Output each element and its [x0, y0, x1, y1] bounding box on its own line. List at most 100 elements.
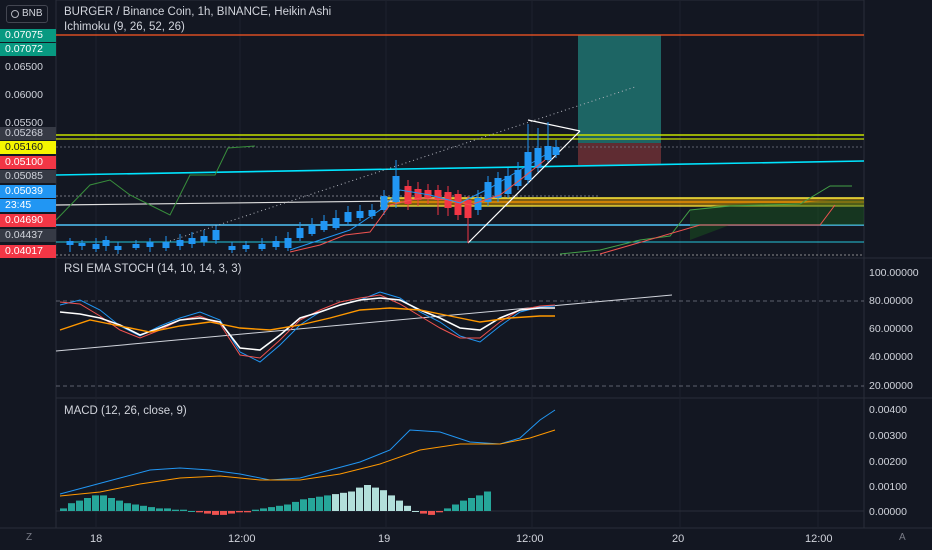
candle-body: [524, 152, 532, 180]
macd-histogram-bar: [396, 500, 403, 511]
candle-body: [296, 228, 304, 238]
macd-histogram-bar: [404, 505, 411, 511]
candle-body: [200, 236, 208, 242]
auto-scale-button[interactable]: A: [899, 532, 906, 543]
ichimoku-label[interactable]: Ichimoku (9, 26, 52, 26): [64, 21, 185, 33]
macd-histogram-bar: [436, 511, 443, 513]
macd-label[interactable]: MACD (12, 26, close, 9): [64, 405, 187, 417]
axis-tick-label: 100.00000: [869, 267, 919, 279]
macd-histogram-bar: [204, 511, 211, 514]
trend-extension: [169, 86, 636, 242]
macd-histogram-bar: [220, 511, 227, 515]
macd-histogram-bar: [292, 501, 299, 511]
candle-body: [66, 241, 74, 245]
rsi-k-line: [59, 291, 556, 363]
axis-tick-label: 60.00000: [869, 323, 913, 335]
price-tag: 0.04690: [0, 214, 56, 227]
price-tag: 0.06000: [5, 89, 43, 101]
candle-body: [392, 176, 400, 202]
stop-loss-zone: [578, 143, 661, 165]
macd-histogram-bar: [116, 500, 123, 511]
ichimoku-cloud: [690, 200, 864, 240]
candle-body: [146, 242, 154, 247]
candle-body: [308, 225, 316, 234]
price-tag: 0.04017: [0, 245, 56, 258]
macd-histogram-bar: [332, 494, 339, 511]
macd-histogram-bar: [188, 511, 195, 512]
candle-body: [356, 211, 364, 218]
trend-line: [55, 200, 401, 206]
macd-histogram-bar: [412, 511, 419, 512]
coin-icon: [11, 10, 19, 18]
candle-body: [464, 200, 472, 218]
macd-histogram-bar: [196, 511, 203, 513]
candle-body: [552, 147, 560, 155]
tenkan-line: [289, 154, 546, 251]
macd-histogram-bar: [212, 511, 219, 515]
candle-body: [414, 189, 422, 200]
macd-histogram-bar: [244, 511, 251, 513]
rsi-d-line: [59, 294, 556, 359]
candle-body: [424, 190, 432, 198]
timezone-button[interactable]: Z: [26, 532, 33, 543]
price-tag: 0.05100: [0, 156, 56, 169]
candle-body: [514, 170, 522, 186]
price-tag: 0.07072: [0, 43, 56, 56]
candle-body: [176, 240, 184, 246]
ichimoku-span-b: [599, 204, 836, 255]
candle-body: [258, 244, 266, 249]
candle-body: [284, 238, 292, 248]
candle-body: [504, 176, 512, 194]
rsi-line: [59, 297, 555, 351]
candle-body: [102, 240, 110, 246]
axis-tick-label: 0.00300: [869, 430, 907, 442]
macd-histogram-bar: [340, 492, 347, 511]
time-tick-label: 12:00: [228, 533, 256, 545]
symbol-badge[interactable]: BNB: [6, 5, 48, 23]
price-tag: 0.04437: [0, 229, 56, 242]
chart-title[interactable]: BURGER / Binance Coin, 1h, BINANCE, Heik…: [64, 6, 332, 18]
candle-body: [332, 218, 340, 228]
macd-line: [59, 409, 556, 495]
candle-body: [242, 245, 250, 249]
price-tag: 0.05160: [0, 141, 56, 154]
price-tag: 0.05500: [5, 117, 43, 129]
candle-body: [162, 242, 170, 248]
macd-histogram-bar: [132, 504, 139, 511]
macd-histogram-bar: [260, 508, 267, 511]
macd-histogram-bar: [388, 495, 395, 511]
rsi-label[interactable]: RSI EMA STOCH (14, 10, 14, 3, 3): [64, 263, 242, 275]
macd-histogram-bar: [164, 508, 171, 511]
macd-histogram-bar: [380, 490, 387, 511]
candle-body: [92, 244, 100, 249]
candle-body: [228, 246, 236, 250]
rsi-ema-line: [59, 307, 555, 333]
candle-body: [494, 178, 502, 198]
macd-histogram-bar: [428, 511, 435, 515]
macd-histogram-bar: [452, 504, 459, 511]
macd-histogram-bar: [300, 499, 307, 511]
macd-signal-line: [59, 429, 556, 497]
candle-body: [454, 194, 462, 215]
macd-histogram-bar: [268, 507, 275, 511]
axis-tick-label: 0.00100: [869, 481, 907, 493]
price-tag: 0.05268: [0, 127, 56, 140]
take-profit-zone: [578, 35, 661, 143]
macd-histogram-bar: [148, 507, 155, 511]
candle-body: [78, 243, 86, 246]
time-tick-label: 20: [672, 533, 685, 545]
macd-histogram-bar: [308, 498, 315, 511]
macd-histogram-bar: [108, 498, 115, 511]
time-tick-label: 19: [378, 533, 391, 545]
time-tick-label: 18: [90, 533, 103, 545]
ichimoku-lagging: [55, 145, 256, 221]
candle-body: [344, 212, 352, 222]
macd-histogram-bar: [140, 505, 147, 511]
macd-histogram-bar: [236, 511, 243, 513]
axis-tick-label: 0.00000: [869, 506, 907, 518]
macd-histogram-bar: [76, 500, 83, 511]
price-tag: 0.06500: [5, 61, 43, 73]
pattern-line: [527, 119, 581, 132]
macd-histogram-bar: [276, 505, 283, 511]
